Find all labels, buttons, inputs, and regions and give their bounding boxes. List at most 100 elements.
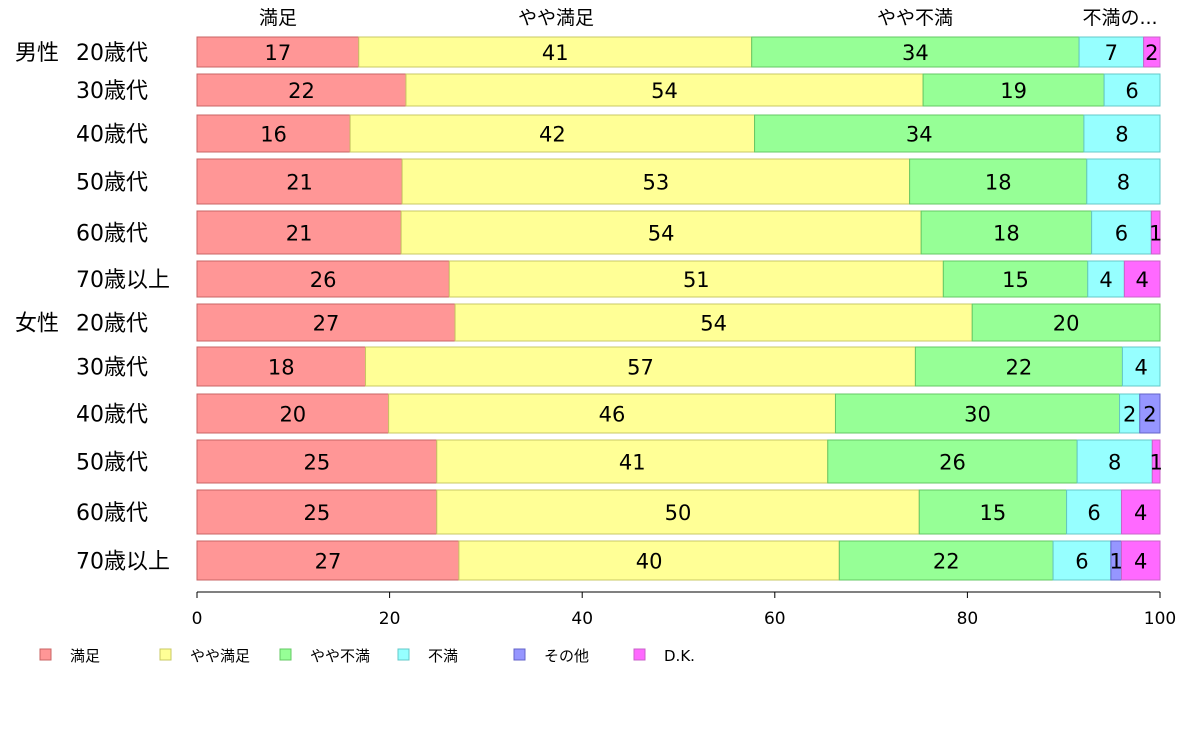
bar-segment [196,36,360,68]
data-label: 18 [993,222,1020,246]
bar-segment [436,439,829,484]
data-label: 22 [288,79,315,103]
data-label: 57 [627,356,654,380]
data-label: 27 [315,550,342,574]
group-label: 男性 [15,41,59,66]
data-label: 4 [1135,356,1148,380]
bar-segment [838,540,1054,581]
row-label: 50歳代 [76,451,148,476]
data-label: 26 [939,451,966,475]
bar-segment [1151,439,1161,484]
row-label: 20歳代 [76,312,148,337]
bar-segment [914,346,1123,387]
bar-segment [1103,73,1161,107]
bar-segment [1120,540,1161,581]
bar-segment [918,489,1068,535]
data-label: 18 [985,171,1012,195]
legend-swatch [39,648,52,661]
row-label: 40歳代 [76,403,148,428]
bar-segment [196,210,402,255]
row-label: 20歳代 [76,41,148,66]
data-label: 15 [1002,268,1029,292]
bar-segment [196,346,367,387]
data-label: 2 [1145,41,1158,65]
data-label: 54 [651,79,678,103]
data-label: 2 [1123,403,1136,427]
data-label: 1 [1109,550,1122,574]
bar-segment [405,73,924,107]
bar-segment [196,489,438,535]
row-label: 60歳代 [76,222,148,247]
x-tick-label: 80 [957,609,979,629]
data-label: 20 [279,403,306,427]
data-label: 42 [539,123,566,147]
data-label: 4 [1134,501,1147,525]
x-tick-label: 40 [571,609,593,629]
data-label: 21 [286,171,313,195]
bar-segment [1123,260,1161,298]
bar-segment [920,210,1093,255]
bar-segment [401,158,911,205]
data-label: 54 [700,312,727,336]
data-label: 4 [1099,268,1112,292]
data-label: 6 [1125,79,1138,103]
bar-segment [196,158,403,205]
data-label: 1 [1149,222,1162,246]
legend-swatch [397,648,410,661]
row-label: 60歳代 [76,501,148,526]
data-label: 21 [286,222,313,246]
data-label: 15 [980,501,1007,525]
data-label: 18 [268,356,295,380]
legend-swatch [633,648,646,661]
legend-label: 不満 [428,647,458,665]
data-label: 54 [648,222,675,246]
data-label: 53 [643,171,670,195]
bar-segment [196,439,438,484]
bar-segment [827,439,1078,484]
bar-segment [1139,393,1161,434]
row-label: 50歳代 [76,171,148,196]
bar-segment [1087,260,1125,298]
data-label: 1 [1149,451,1162,475]
legend-label: D.K. [664,647,695,665]
x-tick-label: 0 [192,609,203,629]
data-label: 25 [304,451,331,475]
row-label: 70歳以上 [76,550,170,575]
top-category-label: やや満足 [518,7,594,29]
bar-segment [1120,489,1161,535]
data-label: 4 [1134,550,1147,574]
legend-swatch [279,648,292,661]
data-label: 8 [1117,171,1130,195]
legend-label: 満足 [70,647,100,665]
bar-segment [436,489,920,535]
data-label: 17 [265,41,292,65]
legend-swatch [513,648,526,661]
bar-segment [358,36,753,68]
bar-segment [971,303,1161,342]
data-label: 41 [542,41,569,65]
data-label: 50 [665,501,692,525]
x-tick-label: 60 [764,609,786,629]
row-label: 30歳代 [76,79,148,104]
bar-segment [388,393,836,434]
bar-segment [400,210,922,255]
bar-segment [942,260,1089,298]
data-label: 6 [1087,501,1100,525]
bar-segment [751,36,1080,68]
data-label: 8 [1108,451,1121,475]
data-label: 2 [1143,403,1156,427]
data-label: 46 [599,403,626,427]
legend-swatch [159,648,172,661]
data-label: 16 [260,123,287,147]
data-label: 34 [902,41,929,65]
data-label: 27 [313,312,340,336]
top-category-label: やや不満 [877,7,953,29]
row-label: 70歳以上 [76,268,170,293]
bar-segment [754,114,1085,153]
x-tick-label: 20 [379,609,401,629]
bar-segment [448,260,944,298]
bar-segment [1076,439,1153,484]
bar-segment [458,540,840,581]
